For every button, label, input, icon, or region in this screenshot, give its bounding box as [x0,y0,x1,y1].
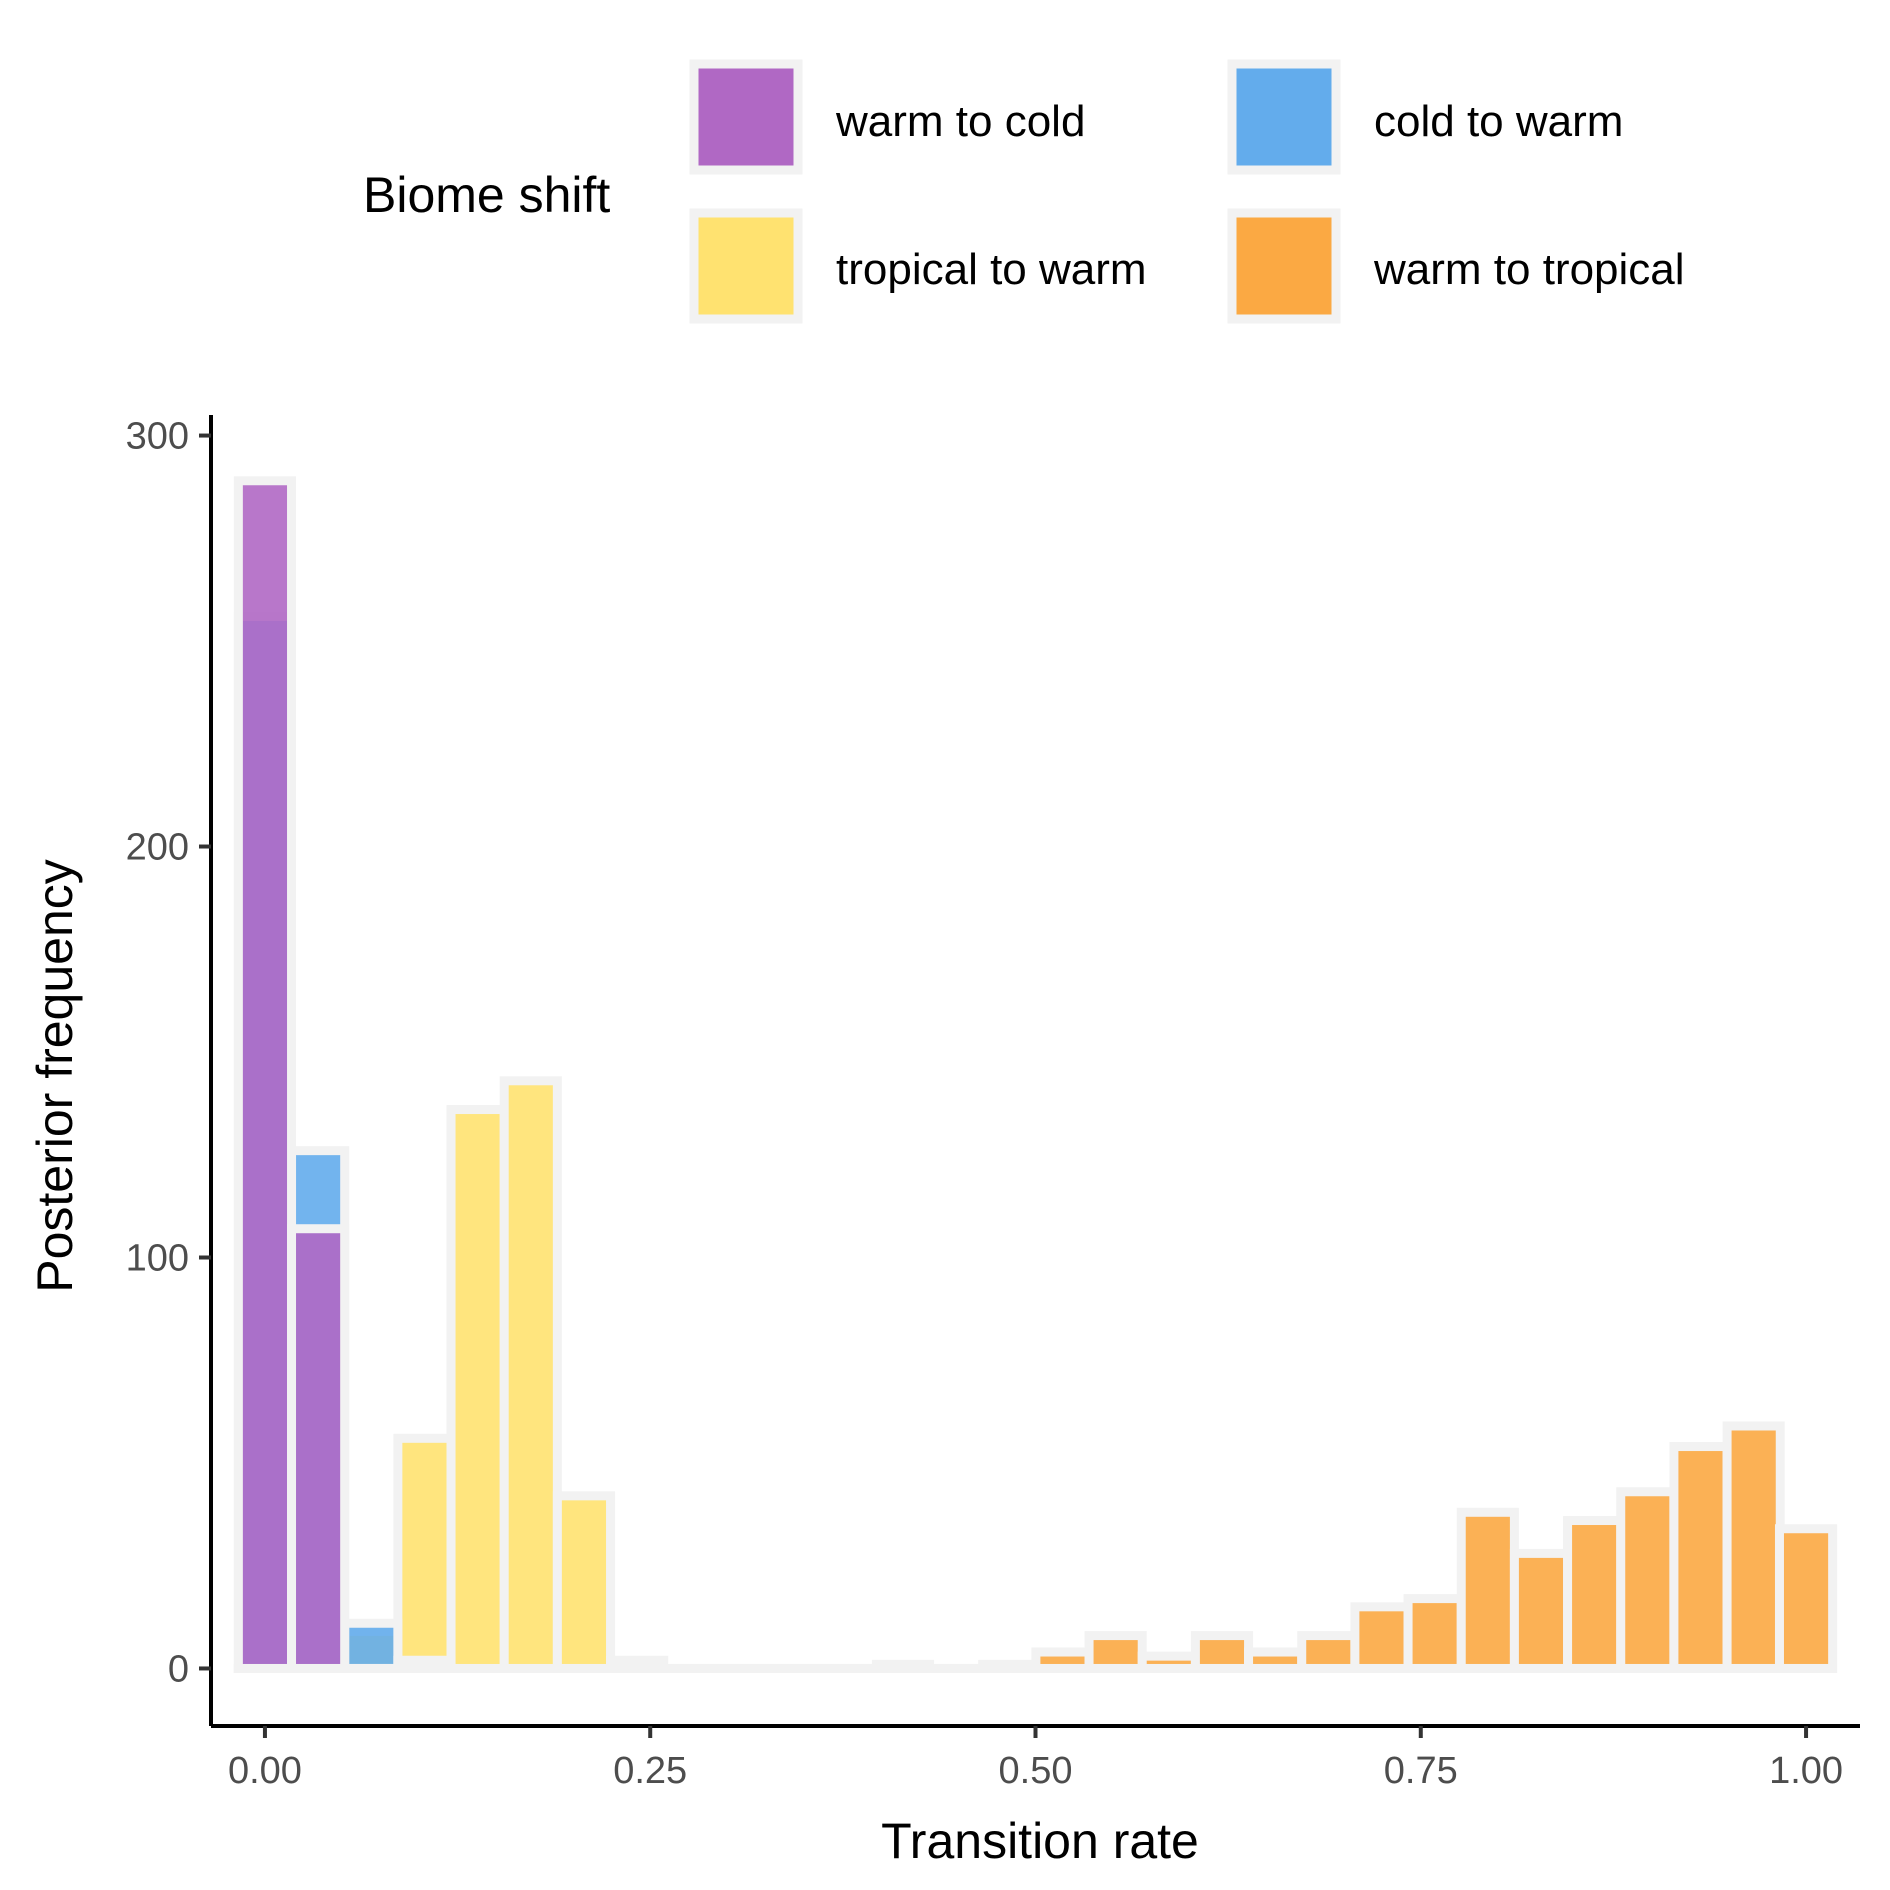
x-tick-label-2: 0.50 [999,1750,1073,1792]
legend-key-warm-to-tropical [1227,208,1341,324]
bar-tropical-to-warm-6 [552,1491,616,1673]
bar-warm-to-tropical-25 [1563,1516,1626,1673]
bar-warm-to-tropical-28 [1722,1421,1785,1673]
x-tick-label-3: 0.75 [1384,1750,1458,1792]
bar-cold-to-warm-2 [340,1618,403,1673]
bar-warm-to-tropical-19 [1244,1647,1307,1673]
axes: 0 100 200 300 0.00 0.25 0.50 0.75 1.00 [126,415,1860,1792]
bar-tropical-to-warm-7 [606,1655,669,1673]
y-axis-title: Posterior frequency [27,859,83,1293]
y-tick-label-0: 0 [168,1648,189,1690]
bar-tropical-to-warm-4 [446,1105,509,1673]
bar-warm-to-tropical-24 [1509,1548,1573,1673]
bar-warm-to-tropical-26 [1616,1487,1679,1673]
x-axis-title: Transition rate [881,1813,1199,1869]
bar-warm-to-cold-1 [287,1224,350,1673]
bar-warm-to-tropical-21 [1350,1602,1413,1673]
x-tick-label-0: 0.00 [228,1750,302,1792]
legend-title: Biome shift [363,167,610,223]
y-tick-label-2: 200 [126,827,189,869]
bar-tropical-to-warm-5 [499,1076,562,1673]
bar-warm-to-tropical-18 [1190,1631,1254,1673]
legend-label-warm-to-cold: warm to cold [835,97,1085,146]
bar-warm-to-tropical-17 [1137,1651,1200,1673]
bar-warm-to-tropical-15 [1031,1647,1094,1673]
plot-bars [233,476,1838,1673]
bar-warm-to-tropical-20 [1297,1631,1360,1673]
x-tick-label-4: 1.00 [1769,1750,1843,1792]
legend-label-tropical-to-warm: tropical to warm [836,245,1147,294]
x-tick-label-1: 0.25 [613,1750,687,1792]
y-tick-label-3: 300 [126,416,189,458]
legend-key-tropical-to-warm [689,208,803,324]
bar-cold-to-warm-3 [393,1655,456,1673]
bar-tropical-to-warm-3 [393,1433,456,1673]
bar-warm-to-tropical-29 [1774,1524,1838,1673]
bar-warm-to-tropical-22 [1403,1594,1466,1673]
legend-label-cold-to-warm: cold to warm [1374,97,1623,146]
bar-warm-to-tropical-12 [871,1659,935,1673]
bar-warm-to-tropical-23 [1456,1507,1519,1673]
legend-key-cold-to-warm [1227,59,1341,175]
y-tick-label-1: 100 [126,1237,189,1279]
legend: Biome shift warm to cold cold to warm trop… [363,59,1685,324]
legend-key-warm-to-cold [689,59,803,175]
bar-warm-to-tropical-14 [978,1659,1041,1673]
bar-warm-to-cold-0 [233,476,297,1673]
legend-label-warm-to-tropical: warm to tropical [1373,245,1685,294]
bar-warm-to-tropical-16 [1084,1631,1147,1673]
bar-warm-to-tropical-27 [1669,1442,1732,1673]
